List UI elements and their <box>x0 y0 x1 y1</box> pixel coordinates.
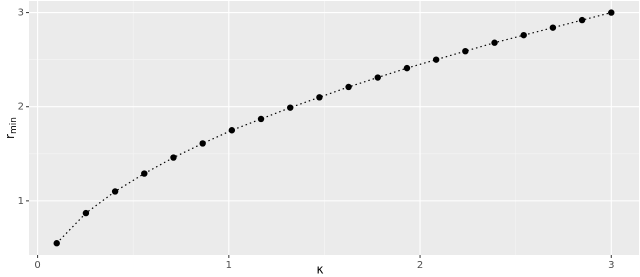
point <box>462 47 469 55</box>
point <box>111 188 119 195</box>
point <box>82 209 90 217</box>
point <box>520 31 527 39</box>
y-label-main: r <box>3 134 17 139</box>
point <box>228 127 236 134</box>
y-label-sub: min <box>9 117 19 134</box>
point <box>491 39 498 46</box>
y-axis-label: rmin <box>3 117 19 139</box>
y-tick-label: 3 <box>18 8 24 19</box>
point <box>316 94 323 101</box>
point <box>578 16 586 24</box>
point <box>257 115 265 123</box>
point <box>199 140 206 147</box>
point <box>53 240 60 247</box>
x-tick-label: 1 <box>226 260 232 271</box>
x-tick-label: 0 <box>34 260 40 271</box>
point <box>374 74 381 81</box>
point <box>549 24 557 31</box>
point <box>432 56 440 63</box>
grid <box>29 1 639 255</box>
point <box>287 104 294 111</box>
x-tick-label: 2 <box>417 260 423 271</box>
x-tick-label: 3 <box>608 260 614 271</box>
x-axis-label: κ <box>316 263 323 277</box>
point <box>170 154 177 161</box>
series-line <box>56 11 612 244</box>
point <box>345 83 352 91</box>
panel <box>29 1 639 255</box>
point <box>141 170 148 177</box>
point <box>403 64 411 72</box>
y-tick-label: 1 <box>18 196 24 207</box>
point <box>608 9 615 16</box>
y-tick-label: 2 <box>18 102 24 113</box>
